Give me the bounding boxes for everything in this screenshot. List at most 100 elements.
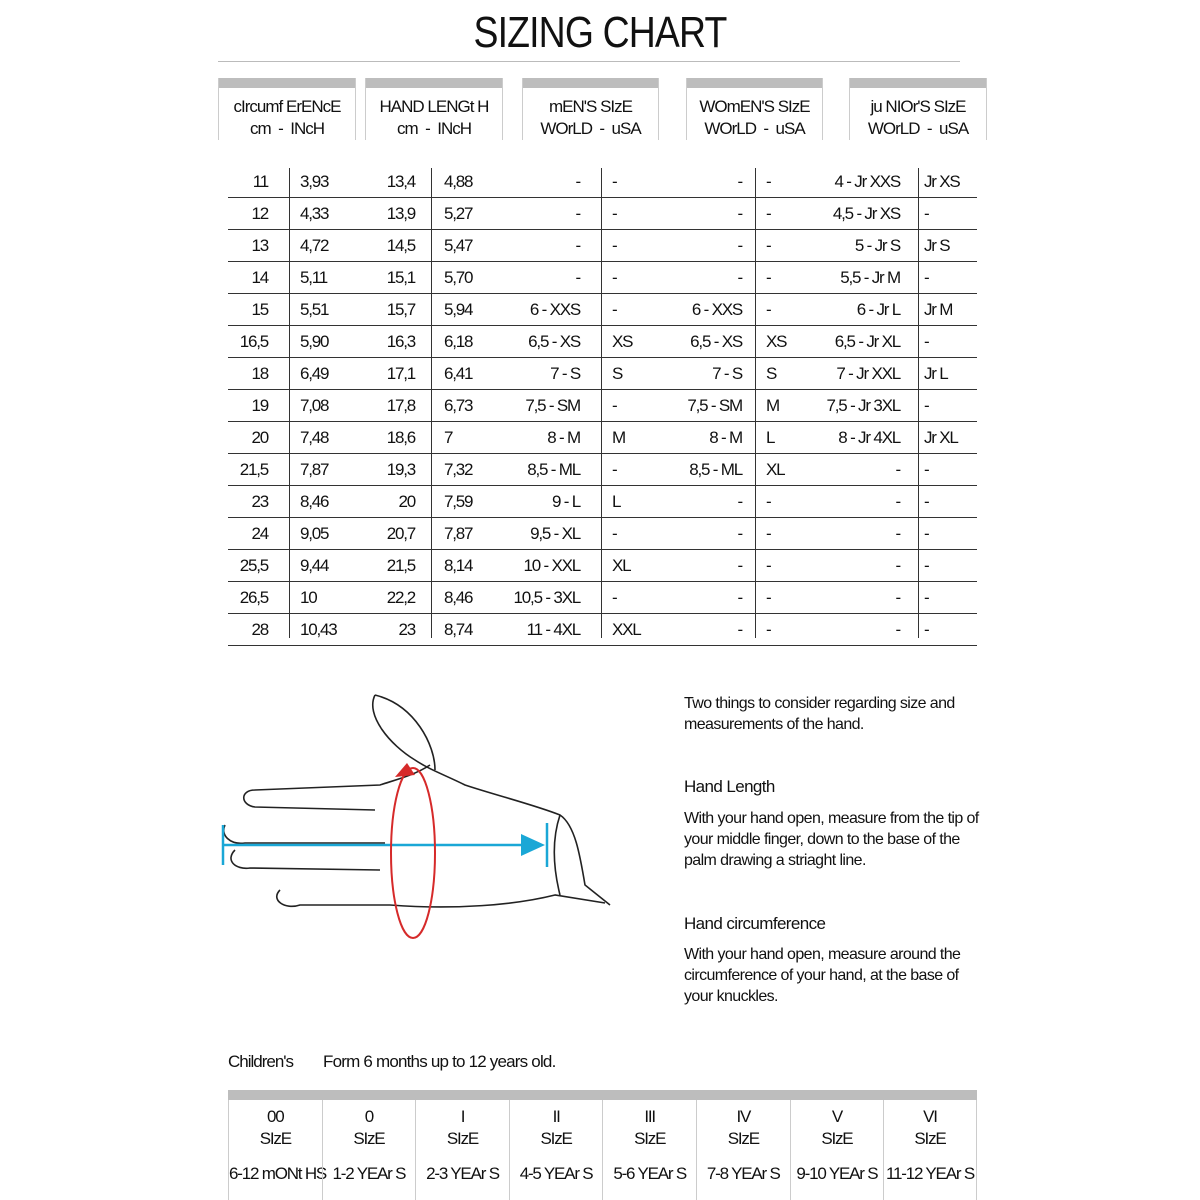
- title-divider: [218, 61, 960, 62]
- table-row: 13 4,72 14,5 5,47 - - - - 5 - Jr S Jr S: [228, 230, 977, 262]
- table-cell: 7 - S: [712, 364, 743, 383]
- table-cell: 8,14: [444, 556, 474, 575]
- intro-text: Two things to consider regarding size an…: [684, 695, 955, 733]
- table-cell: -: [766, 204, 772, 223]
- table-cell: -: [924, 204, 930, 223]
- age-range: 1-2 YEAr S: [332, 1164, 407, 1183]
- table-cell: M: [766, 396, 780, 415]
- table-cell: -: [612, 300, 618, 319]
- header-bar: [366, 78, 502, 88]
- size-word: SIzE: [259, 1129, 292, 1148]
- table-cell: 20: [251, 428, 269, 447]
- table-cell: -: [924, 268, 930, 287]
- table-cell: 5,94: [444, 300, 474, 319]
- table-cell: 21,5: [239, 460, 269, 479]
- table-cell: -: [924, 588, 930, 607]
- header-bar: [523, 78, 658, 88]
- table-cell: -: [766, 492, 772, 511]
- size-code: V: [831, 1107, 843, 1126]
- table-cell: 7,5 - Jr 3XL: [826, 396, 902, 415]
- table-cell: -: [737, 268, 744, 287]
- table-cell: 5 - Jr S: [854, 236, 901, 255]
- header-line1: HAND LENGt H: [379, 97, 490, 116]
- size-code: III: [644, 1107, 656, 1126]
- table-row: 18 6,49 17,1 6,41 7 - S S 7 - S S 7 - Jr XXL Jr L: [228, 358, 977, 390]
- table-cell: 22,2: [386, 588, 416, 607]
- children-label: Children's: [228, 1052, 294, 1071]
- hand-length-title: Hand Length: [684, 777, 775, 796]
- table-cell: 4,5 - Jr XS: [832, 204, 901, 223]
- table-cell: L: [612, 492, 622, 511]
- table-cell: 17,8: [386, 396, 416, 415]
- table-cell: XS: [766, 332, 787, 351]
- table-cell: 7 - S: [550, 364, 581, 383]
- table-cell: 4 - Jr XXS: [834, 172, 902, 191]
- table-cell: S: [766, 364, 777, 383]
- age-range: 2-3 YEAr S: [426, 1164, 500, 1183]
- size-word: SIzE: [353, 1129, 385, 1148]
- table-cell: L: [766, 428, 776, 447]
- table-cell: 9,44: [300, 556, 330, 575]
- children-size-cell: 0 SIzE 1-2 YEAr S: [321, 1100, 416, 1200]
- table-cell: Jr M: [924, 300, 953, 319]
- table-row: 14 5,11 15,1 5,70 - - - - 5,5 - Jr M -: [228, 262, 977, 294]
- size-word: SIzE: [821, 1129, 853, 1148]
- table-cell: 8,46: [444, 588, 474, 607]
- hand-measurement-illustration: [221, 694, 611, 939]
- table-cell: 9,5 - XL: [530, 524, 581, 543]
- column-header: mEN'S SIzE WOrLD - uSA: [522, 78, 659, 140]
- table-cell: 11: [252, 172, 269, 191]
- table-cell: -: [612, 524, 618, 543]
- table-cell: 7,59: [444, 492, 474, 511]
- table-cell: 10 - XXL: [523, 556, 581, 575]
- table-cell: 26,5: [239, 588, 269, 607]
- table-row: 25,5 9,44 21,5 8,14 10 - XXL XL - - - -: [228, 550, 977, 582]
- table-cell: -: [895, 460, 902, 479]
- table-cell: -: [924, 460, 930, 479]
- table-cell: -: [895, 524, 902, 543]
- children-size-cell: I SIzE 2-3 YEAr S: [415, 1100, 509, 1200]
- table-cell: -: [766, 300, 772, 319]
- size-code: 00: [267, 1107, 285, 1126]
- table-cell: -: [924, 620, 930, 639]
- header-bar: [850, 78, 986, 88]
- table-cell: -: [766, 524, 772, 543]
- table-cell: 6 - XXS: [529, 300, 581, 319]
- table-cell: XL: [612, 556, 632, 575]
- table-cell: 24: [251, 524, 269, 543]
- table-cell: -: [737, 492, 744, 511]
- table-cell: Jr S: [924, 236, 951, 255]
- size-code: VI: [923, 1107, 938, 1126]
- table-row: 21,5 7,87 19,3 7,32 8,5 - ML - 8,5 - ML XL - -: [228, 454, 977, 486]
- table-cell: -: [737, 620, 744, 639]
- table-cell: 28: [251, 620, 269, 639]
- table-cell: 13,9: [386, 204, 416, 223]
- table-cell: -: [575, 204, 582, 223]
- table-cell: -: [575, 236, 582, 255]
- table-cell: 7,48: [300, 428, 330, 447]
- table-cell: -: [612, 396, 618, 415]
- table-cell: 6,41: [444, 364, 474, 383]
- table-cell: 8,74: [444, 620, 474, 639]
- table-row: 26,5 10 22,2 8,46 10,5 - 3XL - - - - -: [228, 582, 977, 614]
- table-cell: 17,1: [386, 364, 416, 383]
- header-line2: cm - INcH: [397, 119, 472, 138]
- table-cell: -: [612, 588, 618, 607]
- hand-length-text: With your hand open, measure from the ti…: [684, 810, 979, 869]
- table-cell: 8,46: [300, 492, 330, 511]
- table-cell: 15,7: [386, 300, 416, 319]
- header-line1: WOmEN'S SIzE: [699, 97, 810, 116]
- size-code: IV: [736, 1107, 751, 1126]
- table-cell: -: [766, 236, 772, 255]
- table-cell: 16,3: [386, 332, 416, 351]
- column-header: HAND LENGt H cm - INcH: [365, 78, 503, 140]
- table-cell: XXL: [612, 620, 642, 639]
- table-cell: 18,6: [386, 428, 416, 447]
- column-header: ju NIOr'S SIzE WOrLD - uSA: [849, 78, 987, 140]
- table-cell: 5,27: [444, 204, 474, 223]
- table-cell: 4,72: [300, 236, 330, 255]
- table-cell: Jr XL: [924, 428, 959, 447]
- table-cell: 8 - M: [547, 428, 581, 447]
- table-row: 24 9,05 20,7 7,87 9,5 - XL - - - - -: [228, 518, 977, 550]
- table-cell: 19: [251, 396, 269, 415]
